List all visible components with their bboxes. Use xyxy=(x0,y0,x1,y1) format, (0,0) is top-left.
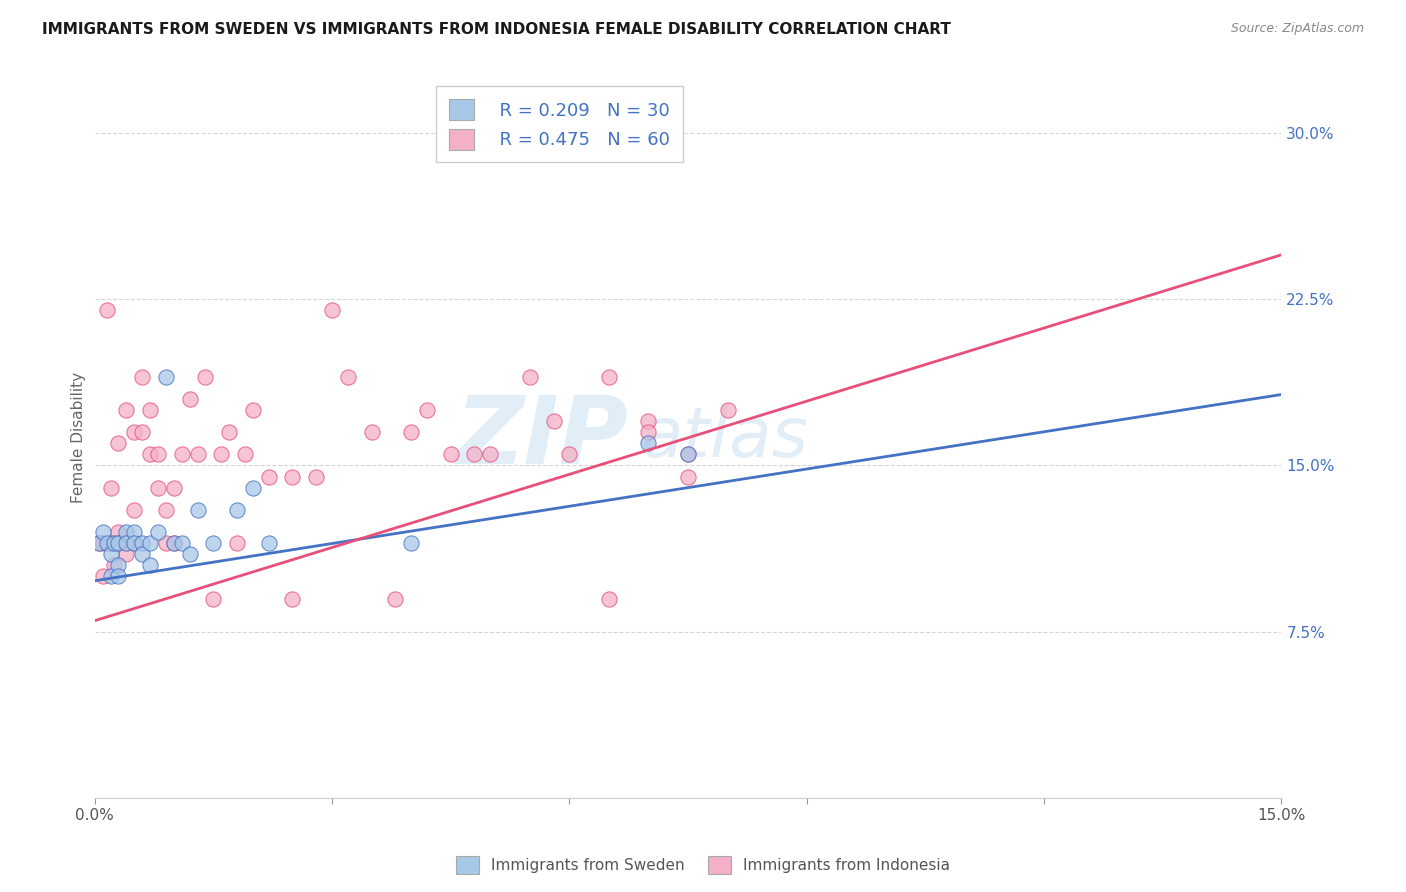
Point xyxy=(170,447,193,461)
Point xyxy=(676,447,699,461)
Point xyxy=(440,447,463,461)
Point xyxy=(131,547,153,561)
Point xyxy=(115,547,138,561)
Point xyxy=(598,591,620,606)
Point xyxy=(122,524,145,539)
Point xyxy=(103,558,125,573)
Point xyxy=(305,469,328,483)
Point xyxy=(115,536,138,550)
Point xyxy=(463,447,485,461)
Point xyxy=(233,447,256,461)
Point xyxy=(218,425,240,440)
Point xyxy=(360,425,382,440)
Point xyxy=(637,425,659,440)
Point xyxy=(598,369,620,384)
Point xyxy=(107,569,129,583)
Point xyxy=(100,536,122,550)
Point xyxy=(122,425,145,440)
Point xyxy=(146,447,169,461)
Point xyxy=(194,369,217,384)
Point xyxy=(226,503,249,517)
Point xyxy=(399,536,422,550)
Point xyxy=(122,536,145,550)
Point xyxy=(187,447,209,461)
Point xyxy=(96,536,118,550)
Point xyxy=(139,558,162,573)
Text: atlas: atlas xyxy=(641,404,808,471)
Point xyxy=(107,436,129,450)
Point xyxy=(163,536,186,550)
Point xyxy=(281,469,304,483)
Point xyxy=(139,447,162,461)
Point xyxy=(155,503,177,517)
Point xyxy=(202,591,225,606)
Point xyxy=(209,447,232,461)
Point xyxy=(91,569,114,583)
Point xyxy=(115,536,138,550)
Point xyxy=(87,536,110,550)
Point xyxy=(242,481,264,495)
Point xyxy=(103,536,125,550)
Point xyxy=(107,536,129,550)
Point xyxy=(87,536,110,550)
Point xyxy=(155,369,177,384)
Point xyxy=(257,536,280,550)
Point xyxy=(107,536,129,550)
Point xyxy=(122,536,145,550)
Point xyxy=(321,303,343,318)
Point xyxy=(131,369,153,384)
Point xyxy=(179,547,201,561)
Point xyxy=(170,536,193,550)
Point xyxy=(257,469,280,483)
Point xyxy=(399,425,422,440)
Point xyxy=(479,447,502,461)
Point xyxy=(122,503,145,517)
Point xyxy=(100,481,122,495)
Point xyxy=(187,503,209,517)
Text: IMMIGRANTS FROM SWEDEN VS IMMIGRANTS FROM INDONESIA FEMALE DISABILITY CORRELATIO: IMMIGRANTS FROM SWEDEN VS IMMIGRANTS FRO… xyxy=(42,22,950,37)
Point xyxy=(281,591,304,606)
Point xyxy=(637,414,659,428)
Legend: Immigrants from Sweden, Immigrants from Indonesia: Immigrants from Sweden, Immigrants from … xyxy=(450,850,956,880)
Point xyxy=(107,524,129,539)
Point xyxy=(543,414,565,428)
Point xyxy=(146,481,169,495)
Point xyxy=(96,303,118,318)
Point xyxy=(558,447,581,461)
Text: ZIP: ZIP xyxy=(456,392,628,483)
Point xyxy=(242,403,264,417)
Point xyxy=(91,536,114,550)
Point xyxy=(384,591,406,606)
Point xyxy=(100,569,122,583)
Point xyxy=(139,403,162,417)
Point xyxy=(717,403,740,417)
Point xyxy=(676,447,699,461)
Point xyxy=(336,369,359,384)
Point xyxy=(163,481,186,495)
Point xyxy=(100,536,122,550)
Point xyxy=(100,547,122,561)
Point xyxy=(202,536,225,550)
Y-axis label: Female Disability: Female Disability xyxy=(72,372,86,503)
Point xyxy=(146,524,169,539)
Point xyxy=(155,536,177,550)
Point xyxy=(107,558,129,573)
Point xyxy=(139,536,162,550)
Point xyxy=(131,536,153,550)
Point xyxy=(226,536,249,550)
Point xyxy=(91,524,114,539)
Point xyxy=(179,392,201,406)
Point xyxy=(416,403,439,417)
Point xyxy=(115,524,138,539)
Point xyxy=(131,425,153,440)
Point xyxy=(115,403,138,417)
Point xyxy=(637,436,659,450)
Point xyxy=(519,369,541,384)
Point xyxy=(676,469,699,483)
Text: Source: ZipAtlas.com: Source: ZipAtlas.com xyxy=(1230,22,1364,36)
Point xyxy=(163,536,186,550)
Legend:   R = 0.209   N = 30,   R = 0.475   N = 60: R = 0.209 N = 30, R = 0.475 N = 60 xyxy=(436,87,683,162)
